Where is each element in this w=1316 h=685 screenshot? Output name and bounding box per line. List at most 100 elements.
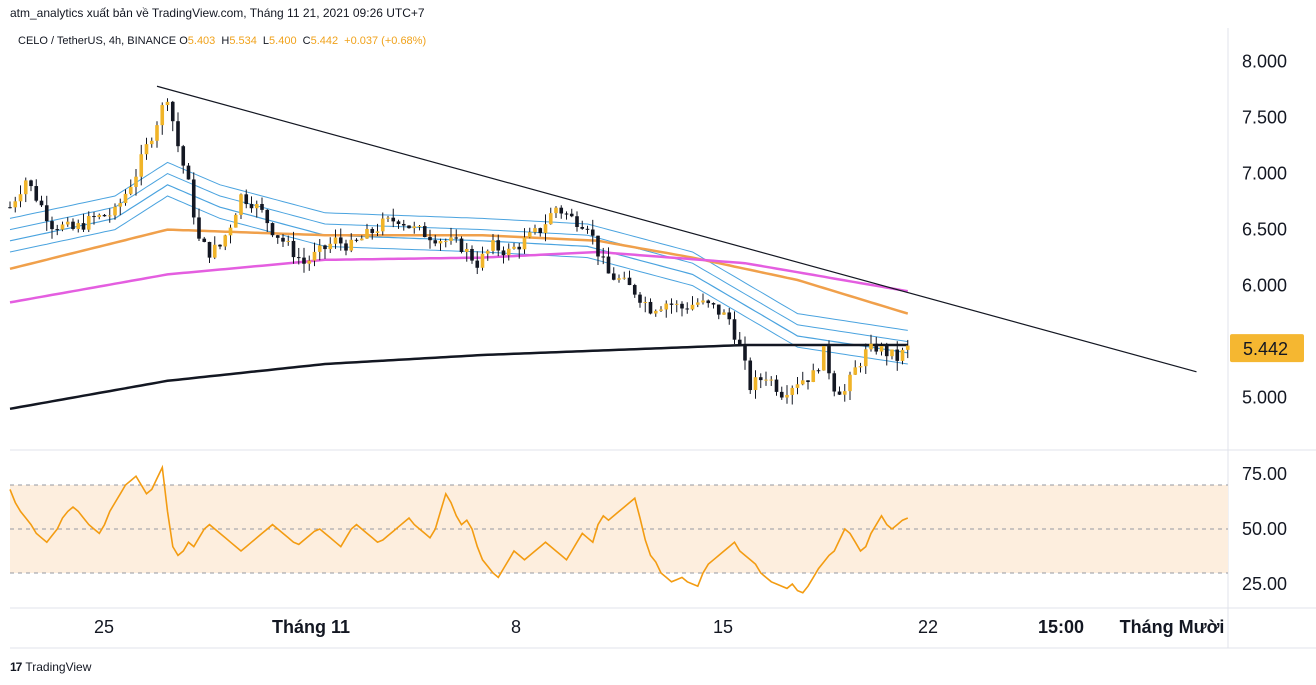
- candle-body: [333, 237, 338, 244]
- candle-body: [659, 309, 663, 311]
- candle-body: [412, 226, 417, 229]
- candle-body: [743, 344, 747, 361]
- candle-body: [102, 214, 107, 217]
- price-tick-label: 8.000: [1242, 52, 1287, 72]
- price-tick-label: 6.500: [1242, 220, 1287, 240]
- ema-line: [9, 228, 909, 315]
- candle-body: [8, 207, 12, 209]
- close-key: C: [302, 35, 311, 47]
- rsi-tick-label: 25.00: [1242, 574, 1287, 594]
- candle-body: [811, 370, 816, 382]
- candle-body: [575, 216, 579, 227]
- candle-body: [18, 194, 23, 202]
- candle-body: [732, 319, 737, 340]
- candle-body: [197, 217, 201, 239]
- candle-body: [648, 301, 653, 314]
- candle-body: [76, 223, 81, 229]
- candle-body: [29, 180, 33, 187]
- ema-band-line: [9, 173, 908, 343]
- rsi-tick-label: 75.00: [1242, 464, 1287, 484]
- candle-body: [774, 379, 779, 392]
- candle-body: [302, 257, 306, 264]
- candle-body: [449, 237, 453, 241]
- candle-body: [317, 245, 322, 252]
- candle-body: [622, 277, 627, 279]
- candle-body: [711, 303, 716, 305]
- candle-body: [716, 304, 721, 315]
- last-price-tag: [1230, 334, 1304, 363]
- open-key: O: [179, 35, 188, 47]
- candle-body: [433, 240, 438, 244]
- candle-body: [165, 101, 170, 106]
- candle-body: [554, 207, 558, 214]
- candlestick-series[interactable]: [8, 98, 910, 405]
- candle-body: [454, 237, 459, 239]
- ema-line: [9, 343, 908, 411]
- time-tick-label: 8: [511, 617, 521, 637]
- candle-body: [485, 250, 490, 254]
- candle-body: [365, 229, 369, 239]
- candle-body: [869, 343, 873, 350]
- candle-body: [443, 240, 448, 242]
- candle-body: [816, 370, 821, 372]
- candle-body: [464, 248, 469, 252]
- candle-body: [690, 304, 695, 310]
- tradingview-logo-icon: 17: [10, 660, 22, 674]
- candle-body: [522, 237, 527, 250]
- candle-body: [548, 213, 553, 225]
- descending-trendline[interactable]: [156, 85, 1197, 373]
- candle-body: [344, 243, 348, 251]
- candle-body: [422, 226, 427, 238]
- time-tick-label: 15:00: [1038, 617, 1084, 637]
- trendline-layer[interactable]: [156, 85, 1197, 373]
- candle-body: [627, 277, 632, 286]
- candle-body: [900, 349, 905, 361]
- candle-body: [543, 224, 548, 234]
- candle-body: [879, 346, 884, 352]
- candle-body: [459, 238, 464, 252]
- candle-body: [55, 229, 60, 231]
- candle-body: [895, 349, 900, 361]
- candle-body: [260, 203, 264, 210]
- price-tick-label: 6.000: [1242, 276, 1287, 296]
- candle-body: [764, 379, 768, 381]
- candle-body: [506, 248, 511, 256]
- candle-body: [170, 101, 175, 122]
- candle-body: [837, 391, 842, 395]
- candle-body: [653, 310, 658, 314]
- candle-body: [753, 377, 758, 391]
- candle-body: [128, 186, 133, 194]
- candle-body: [480, 253, 485, 268]
- candle-body: [328, 243, 333, 250]
- candle-body: [491, 240, 495, 251]
- open-value: 5.403: [187, 35, 216, 47]
- candle-body: [50, 221, 54, 230]
- candle-body: [370, 229, 375, 233]
- candle-body: [512, 246, 516, 249]
- candle-body: [286, 240, 291, 242]
- high-key: H: [221, 35, 230, 47]
- candle-body: [470, 248, 474, 261]
- candle-body: [853, 367, 858, 375]
- candle-body: [617, 278, 621, 280]
- candle-body: [181, 146, 186, 166]
- candle-body: [790, 387, 795, 395]
- candle-body: [727, 312, 732, 320]
- candle-body: [401, 223, 406, 226]
- candle-body: [769, 379, 774, 381]
- candle-body: [386, 217, 390, 219]
- candle-body: [144, 144, 149, 155]
- candle-body: [13, 201, 18, 208]
- candle-body: [97, 214, 102, 218]
- candle-body: [86, 216, 91, 230]
- rsi-pane[interactable]: [9, 464, 1228, 594]
- candle-body: [176, 121, 180, 147]
- candle-body: [785, 394, 789, 398]
- candle-body: [149, 140, 154, 145]
- candle-body: [417, 226, 422, 228]
- candle-body: [748, 360, 753, 391]
- candle-body: [527, 232, 532, 238]
- candle-body: [858, 366, 863, 368]
- candle-body: [244, 194, 249, 205]
